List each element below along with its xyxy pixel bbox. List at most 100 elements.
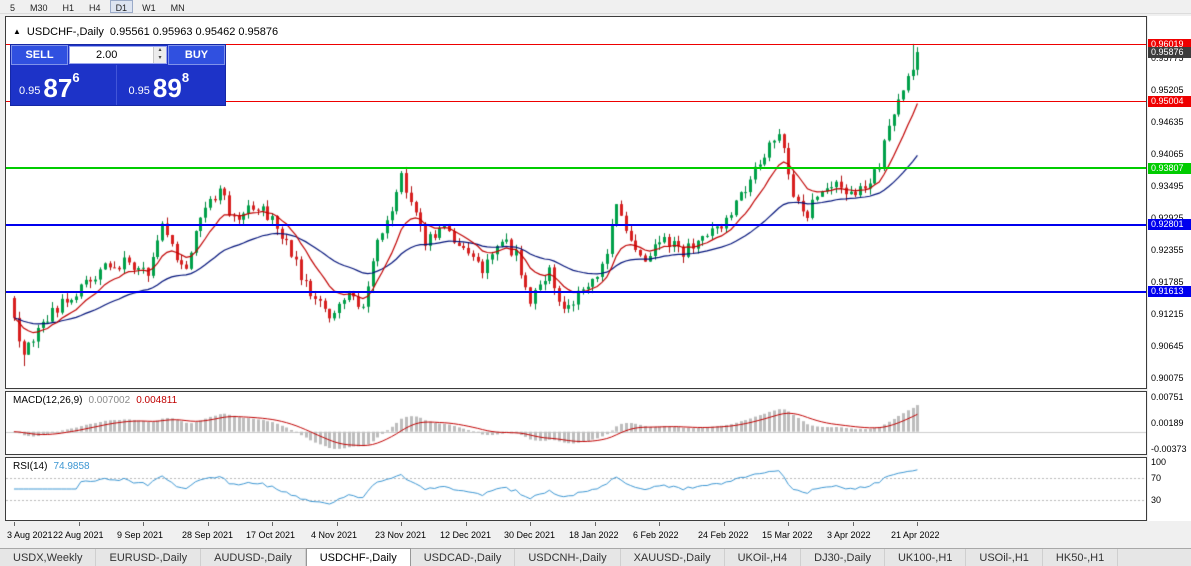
rsi-indicator-panel[interactable]: RSI(14) 74.9858 bbox=[5, 457, 1147, 521]
price-chart-panel[interactable]: ▲ USDCHF-,Daily 0.95561 0.95963 0.95462 … bbox=[5, 16, 1147, 389]
volume-input[interactable]: 2.00 bbox=[96, 49, 118, 61]
tab-ukoil-h4[interactable]: UKOil-,H4 bbox=[725, 549, 802, 566]
volume-field-wrap: 2.00 ▴ ▾ bbox=[69, 46, 167, 64]
macd-canvas[interactable] bbox=[6, 392, 1146, 454]
time-axis-label: 12 Dec 2021 bbox=[440, 530, 492, 540]
price-tick-label: 0.90645 bbox=[1151, 341, 1184, 351]
time-axis-label: 15 Mar 2022 bbox=[762, 530, 813, 540]
price-tick-label: 0.93495 bbox=[1151, 181, 1184, 191]
buy-price-prefix: 0.95 bbox=[128, 85, 150, 97]
time-axis-label: 4 Nov 2021 bbox=[311, 530, 358, 540]
tf-h4-button[interactable]: H4 bbox=[83, 0, 107, 13]
price-tick-label: 0.92925 bbox=[1151, 213, 1184, 223]
time-axis-label: 21 Apr 2022 bbox=[891, 530, 940, 540]
buy-price[interactable]: 0.95 89 8 bbox=[115, 65, 226, 105]
time-axis-label: 3 Aug 2021 bbox=[7, 530, 53, 540]
rsi-scale-label: 70 bbox=[1151, 473, 1162, 483]
tab-uk100-h1[interactable]: UK100-,H1 bbox=[885, 549, 967, 566]
volume-decrease-button[interactable]: ▾ bbox=[154, 55, 166, 63]
trade-panel-price-row: 0.95 87 6 0.95 89 8 bbox=[11, 65, 225, 105]
macd-main-value: 0.007002 bbox=[88, 395, 131, 406]
volume-increase-button[interactable]: ▴ bbox=[154, 47, 166, 55]
sell-price-big-digits: 87 bbox=[43, 73, 73, 103]
chart-ohlc-values: 0.95561 0.95963 0.95462 0.95876 bbox=[109, 26, 279, 38]
time-axis-label: 9 Sep 2021 bbox=[117, 530, 164, 540]
time-axis-tick bbox=[79, 522, 80, 526]
up-arrow-icon: ▲ bbox=[13, 27, 21, 36]
tab-eurusd-daily[interactable]: EURUSD-,Daily bbox=[96, 549, 202, 566]
price-tick-label: 0.90075 bbox=[1151, 373, 1184, 383]
horizontal-price-line-0.96019[interactable] bbox=[6, 43, 1146, 45]
rsi-canvas[interactable] bbox=[6, 458, 1146, 520]
buy-button[interactable]: BUY bbox=[168, 45, 225, 65]
time-axis-tick bbox=[659, 522, 660, 526]
macd-scale-label: 0.00189 bbox=[1151, 418, 1184, 428]
time-axis-label: 17 Oct 2021 bbox=[246, 530, 296, 540]
chart-tab-bar: USDX,Weekly EURUSD-,Daily AUDUSD-,Daily … bbox=[0, 548, 1191, 566]
price-tick-label: 0.95205 bbox=[1151, 85, 1184, 95]
tab-dj30-daily[interactable]: DJ30-,Daily bbox=[801, 549, 885, 566]
tab-xauusd-daily[interactable]: XAUUSD-,Daily bbox=[621, 549, 725, 566]
price-level-badge: 0.95004 bbox=[1148, 96, 1191, 107]
sell-price-pip-digit: 6 bbox=[72, 70, 80, 85]
macd-scale-label: 0.00751 bbox=[1151, 392, 1184, 402]
tab-usdchf-daily[interactable]: USDCHF-,Daily bbox=[305, 548, 411, 566]
sell-price[interactable]: 0.95 87 6 bbox=[11, 65, 116, 105]
tf-w1-button[interactable]: W1 bbox=[136, 0, 162, 13]
tf-5-button[interactable]: 5 bbox=[4, 0, 21, 13]
one-click-trading-panel: SELL 2.00 ▴ ▾ BUY 0.95 87 6 0.95 bbox=[10, 44, 226, 106]
tab-hk50-h1[interactable]: HK50-,H1 bbox=[1043, 549, 1119, 566]
price-scale[interactable]: 0.95775 0.95205 0.94635 0.94065 0.93495 0.929… bbox=[1148, 16, 1191, 521]
chart-symbol-label: USDCHF-,Daily bbox=[26, 26, 104, 38]
macd-scale-label: -0.00373 bbox=[1151, 444, 1187, 454]
tf-d1-button[interactable]: D1 bbox=[109, 0, 134, 13]
macd-signal-value: 0.004811 bbox=[136, 395, 178, 406]
price-tick-label: 0.92355 bbox=[1151, 245, 1184, 255]
rsi-value: 74.9858 bbox=[53, 461, 90, 472]
time-axis-tick bbox=[595, 522, 596, 526]
rsi-label: RSI(14) bbox=[13, 461, 48, 472]
rsi-scale-label: 100 bbox=[1151, 457, 1167, 467]
time-axis-tick bbox=[208, 522, 209, 526]
buy-price-big-digits: 89 bbox=[152, 73, 182, 103]
timeframe-toolbar: 5 M30 H1 H4 D1 W1 MN bbox=[0, 0, 1191, 14]
tf-h1-button[interactable]: H1 bbox=[57, 0, 81, 13]
tab-usdx-weekly[interactable]: USDX,Weekly bbox=[0, 549, 97, 566]
price-tick-label: 0.91785 bbox=[1151, 277, 1184, 287]
price-tick-label: 0.94635 bbox=[1151, 117, 1184, 127]
horizontal-price-line-0.91613[interactable] bbox=[6, 290, 1146, 293]
time-axis-label: 3 Apr 2022 bbox=[827, 530, 871, 540]
macd-label: MACD(12,26,9) bbox=[13, 395, 83, 406]
price-level-badge: 0.96019 bbox=[1148, 39, 1191, 50]
macd-header: MACD(12,26,9) 0.007002 0.004811 bbox=[13, 395, 177, 406]
buy-price-pip-digit: 8 bbox=[181, 70, 190, 85]
time-axis-label: 30 Dec 2021 bbox=[504, 530, 556, 540]
time-axis-label: 28 Sep 2021 bbox=[182, 530, 234, 540]
tab-audusd-daily[interactable]: AUDUSD-,Daily bbox=[201, 549, 306, 566]
time-axis-label: 6 Feb 2022 bbox=[633, 530, 679, 540]
price-tick-label: 0.91215 bbox=[1151, 309, 1184, 319]
time-axis-tick bbox=[853, 522, 854, 526]
tf-m30-button[interactable]: M30 bbox=[24, 0, 54, 13]
time-axis-label: 18 Jan 2022 bbox=[569, 530, 619, 540]
time-axis-tick bbox=[337, 522, 338, 526]
time-axis-tick bbox=[466, 522, 467, 526]
time-axis[interactable]: 3 Aug 2021 22 Aug 2021 9 Sep 2021 28 Sep 20… bbox=[5, 522, 1147, 546]
macd-indicator-panel[interactable]: MACD(12,26,9) 0.007002 0.004811 bbox=[5, 391, 1147, 455]
horizontal-price-line-0.93807[interactable] bbox=[6, 167, 1146, 170]
time-axis-tick bbox=[788, 522, 789, 526]
horizontal-price-line-0.92801[interactable] bbox=[6, 223, 1146, 226]
time-axis-tick bbox=[917, 522, 918, 526]
tab-usoil-h1[interactable]: USOil-,H1 bbox=[966, 549, 1043, 566]
chart-title: ▲ USDCHF-,Daily 0.95561 0.95963 0.95462 … bbox=[13, 26, 278, 38]
time-axis-tick bbox=[401, 522, 402, 526]
sell-button[interactable]: SELL bbox=[11, 45, 68, 65]
tab-usdcnh-daily[interactable]: USDCNH-,Daily bbox=[515, 549, 621, 566]
tab-usdcad-daily[interactable]: USDCAD-,Daily bbox=[411, 549, 516, 566]
horizontal-price-line-0.95004[interactable] bbox=[6, 100, 1146, 102]
tf-mn-button[interactable]: MN bbox=[165, 0, 191, 13]
time-axis-label: 23 Nov 2021 bbox=[375, 530, 427, 540]
rsi-header: RSI(14) 74.9858 bbox=[13, 461, 90, 472]
sell-price-prefix: 0.95 bbox=[19, 85, 41, 97]
